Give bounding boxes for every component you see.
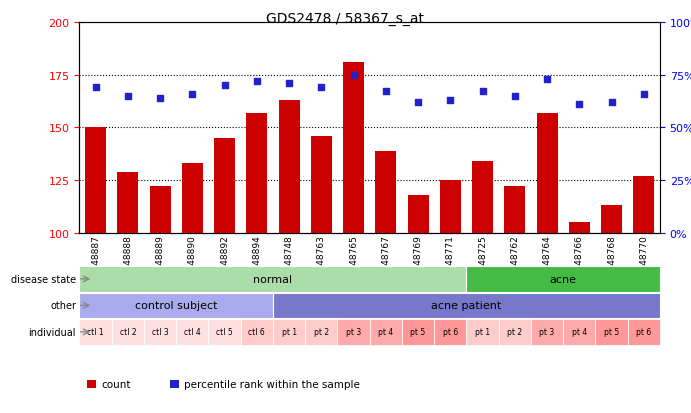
Text: percentile rank within the sample: percentile rank within the sample <box>184 379 361 389</box>
Text: control subject: control subject <box>135 301 218 311</box>
Bar <box>439 181 461 233</box>
Point <box>542 76 553 83</box>
Bar <box>569 223 589 233</box>
Bar <box>240 319 273 345</box>
Point <box>380 89 391 95</box>
Bar <box>117 172 138 233</box>
Text: disease state: disease state <box>11 274 76 284</box>
Bar <box>214 139 235 233</box>
Point <box>348 72 359 78</box>
Text: pt 1: pt 1 <box>281 328 296 337</box>
Point <box>574 102 585 108</box>
Text: individual: individual <box>28 327 76 337</box>
Text: pt 4: pt 4 <box>571 328 587 337</box>
Text: ctl 6: ctl 6 <box>249 328 265 337</box>
Bar <box>112 319 144 345</box>
Bar <box>311 136 332 233</box>
Text: acne: acne <box>549 274 577 284</box>
Bar <box>79 293 273 318</box>
Bar <box>144 319 176 345</box>
Text: pt 5: pt 5 <box>410 328 426 337</box>
Bar <box>337 319 370 345</box>
Bar <box>370 319 402 345</box>
Point <box>283 81 294 87</box>
Text: pt 2: pt 2 <box>507 328 522 337</box>
Bar <box>536 113 558 233</box>
Bar <box>472 162 493 233</box>
Bar <box>596 319 627 345</box>
Text: pt 1: pt 1 <box>475 328 490 337</box>
Bar <box>402 319 434 345</box>
Point <box>316 85 327 91</box>
Point <box>219 83 230 89</box>
Bar <box>563 319 596 345</box>
Text: ctl 3: ctl 3 <box>152 328 169 337</box>
Bar <box>209 319 240 345</box>
Bar <box>273 319 305 345</box>
Point <box>509 93 520 100</box>
Bar <box>79 319 112 345</box>
Bar <box>149 187 171 233</box>
Bar <box>79 266 466 292</box>
Text: other: other <box>50 301 76 311</box>
Point <box>252 78 263 85</box>
Text: ctl 5: ctl 5 <box>216 328 233 337</box>
Text: pt 2: pt 2 <box>314 328 329 337</box>
Text: pt 4: pt 4 <box>378 328 393 337</box>
Point <box>122 93 133 100</box>
Bar <box>87 380 95 389</box>
Text: GDS2478 / 58367_s_at: GDS2478 / 58367_s_at <box>267 12 424 26</box>
Bar <box>466 319 499 345</box>
Text: pt 3: pt 3 <box>540 328 555 337</box>
Bar <box>176 319 209 345</box>
Bar <box>633 176 654 233</box>
Point <box>638 91 650 97</box>
Bar <box>278 101 299 233</box>
Bar <box>499 319 531 345</box>
Text: pt 6: pt 6 <box>443 328 458 337</box>
Point <box>445 97 456 104</box>
Bar <box>504 187 525 233</box>
Text: ctl 1: ctl 1 <box>87 328 104 337</box>
Point <box>413 100 424 106</box>
Bar <box>246 113 267 233</box>
Point <box>155 95 166 102</box>
Bar <box>627 319 660 345</box>
Point <box>606 100 617 106</box>
Bar <box>343 63 364 233</box>
Text: acne patient: acne patient <box>431 301 502 311</box>
Bar <box>375 151 396 233</box>
Bar <box>466 266 660 292</box>
Bar <box>85 128 106 233</box>
Point <box>90 85 101 91</box>
Text: ctl 4: ctl 4 <box>184 328 200 337</box>
Text: pt 3: pt 3 <box>346 328 361 337</box>
Text: ctl 2: ctl 2 <box>120 328 136 337</box>
Point <box>187 91 198 97</box>
Bar <box>170 380 178 389</box>
Bar <box>531 319 563 345</box>
Bar <box>601 206 622 233</box>
Bar <box>273 293 660 318</box>
Bar <box>434 319 466 345</box>
Text: pt 6: pt 6 <box>636 328 652 337</box>
Bar <box>182 164 202 233</box>
Text: pt 5: pt 5 <box>604 328 619 337</box>
Text: count: count <box>102 379 131 389</box>
Text: normal: normal <box>254 274 292 284</box>
Bar <box>305 319 337 345</box>
Bar <box>408 195 428 233</box>
Point <box>477 89 488 95</box>
